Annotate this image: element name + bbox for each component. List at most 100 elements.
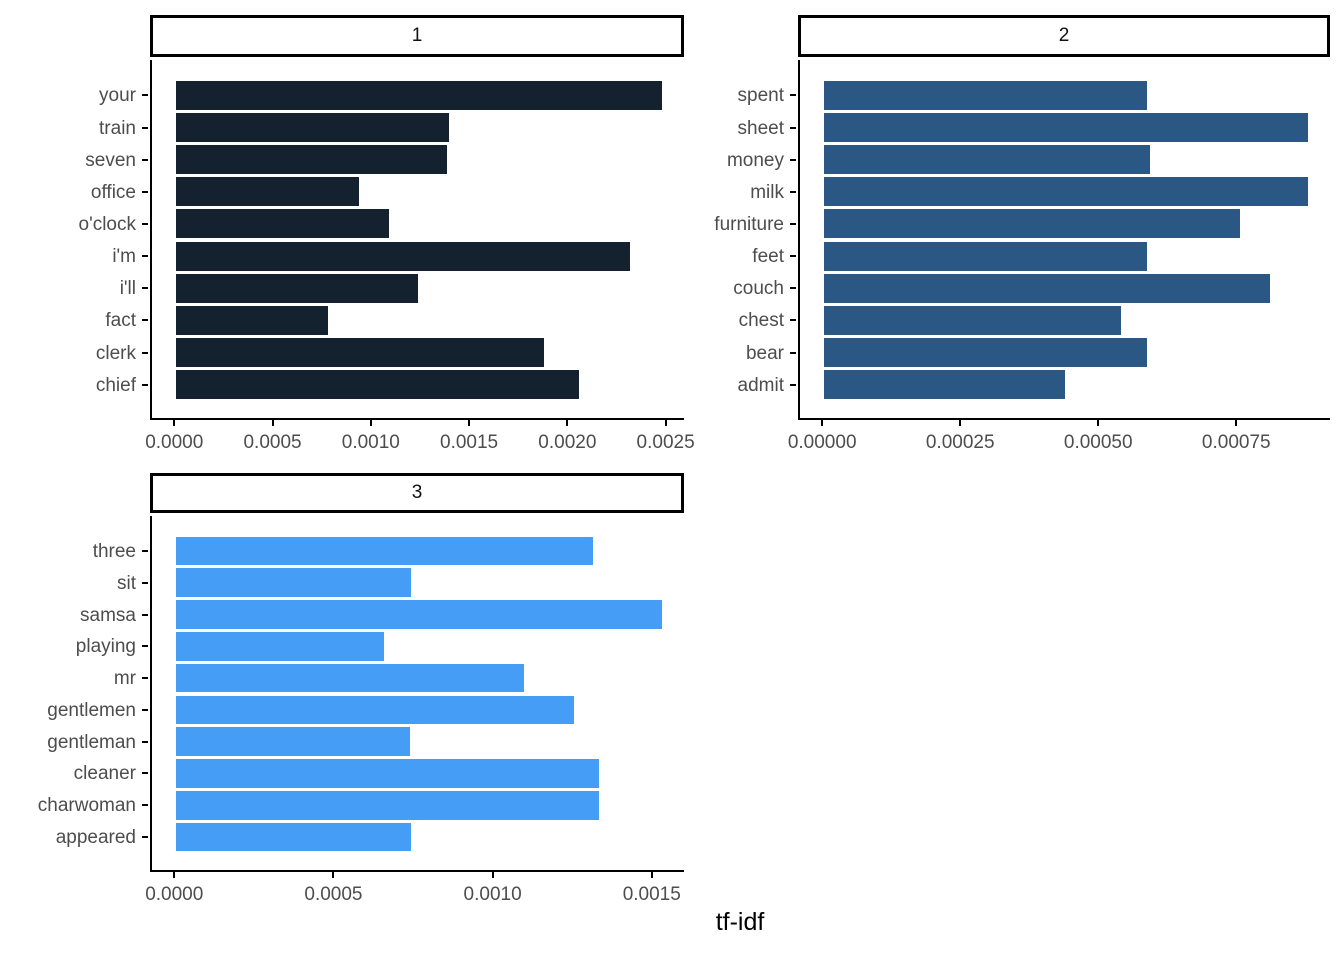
y-tick-label: clerk [95,342,136,364]
y-axis-tick [142,549,148,552]
y-tick-label: mr [113,668,136,690]
bar-gentlemen [176,695,574,725]
y-tick-label: sit [117,572,136,594]
bar-clerk [176,338,544,367]
y-axis-tick [790,383,796,386]
y-tick-label: office [90,181,136,203]
y-axis-tick [142,255,148,258]
bar-spent [824,80,1147,110]
y-axis-tick [142,222,148,225]
y-axis-tick [142,677,148,680]
y-tick-label: gentleman [47,731,136,753]
plot-area [150,516,684,872]
bar-chest [824,305,1122,335]
y-axis-tick [790,94,796,97]
plot-area [798,60,1330,420]
x-axis-tick [271,420,274,426]
bar-playing [176,632,384,661]
bar-fact [176,305,328,335]
bar-i'll [176,273,418,303]
x-axis-title: tf-idf [715,908,765,936]
y-tick-label: chief [95,374,136,396]
y-tick-label: playing [75,636,136,658]
x-tick-label: 0.0015 [622,884,681,905]
y-tick-label: admit [737,374,784,396]
y-axis-tick [142,804,148,807]
x-axis-tick [664,420,667,426]
facet-strip-label: 1 [411,25,423,46]
y-tick-label: money [726,149,784,171]
y-axis-tick [790,351,796,354]
x-tick-label: 0.00025 [925,432,995,453]
bar-samsa [176,600,662,629]
y-axis-tick [142,645,148,648]
bar-furniture [824,209,1240,239]
y-axis-tick [142,287,148,290]
x-axis-tick [468,420,471,426]
x-axis-tick [821,420,824,426]
y-axis-tick [142,319,148,322]
facet-strip: 2 [798,15,1330,57]
bar-your [176,80,662,110]
y-axis-tick [790,287,796,290]
y-tick-label: samsa [80,604,136,626]
facet-strip-label: 3 [411,482,423,503]
x-tick-label: 0.0005 [243,432,302,453]
x-tick-label: 0.00000 [787,432,857,453]
bar-cleaner [176,759,599,788]
y-tick-label: seven [85,149,136,171]
y-tick-label: chest [738,310,784,332]
y-axis-tick [142,772,148,775]
bar-sheet [824,113,1308,142]
plot-area [150,60,684,420]
y-tick-label: milk [750,181,784,203]
y-axis-tick [142,708,148,711]
facet-strip: 3 [150,473,684,513]
bar-chief [176,370,580,400]
y-tick-label: i'm [112,246,136,268]
y-axis-tick [790,319,796,322]
x-axis-tick [173,420,176,426]
y-tick-label: your [99,85,136,107]
y-axis-tick [142,126,148,129]
x-tick-label: 0.0010 [341,432,400,453]
x-axis-tick [491,872,494,878]
bar-gentleman [176,727,411,756]
y-tick-label: gentlemen [47,699,136,721]
bar-money [824,145,1150,175]
bar-appeared [176,822,411,852]
bar-charwoman [176,790,599,820]
x-tick-label: 0.00075 [1201,432,1271,453]
facet-strip: 1 [150,15,684,57]
y-axis-tick [142,581,148,584]
y-axis-tick [142,351,148,354]
y-tick-label: feet [752,246,784,268]
bar-three [176,536,594,566]
y-axis-tick [142,94,148,97]
bar-seven [176,145,448,175]
bar-i'm [176,241,631,271]
y-tick-label: charwoman [37,795,136,817]
y-axis-tick [142,383,148,386]
x-axis-tick [1097,420,1100,426]
x-tick-label: 0.0005 [304,884,363,905]
y-tick-label: three [92,540,136,562]
y-tick-label: fact [105,310,136,332]
y-tick-label: couch [733,278,784,300]
y-axis-tick [790,222,796,225]
bar-admit [824,370,1066,400]
x-axis-tick [1235,420,1238,426]
y-axis-tick [790,190,796,193]
y-tick-label: appeared [55,827,136,849]
x-axis-tick [566,420,569,426]
x-tick-label: 0.00050 [1063,432,1133,453]
x-axis-tick [650,872,653,878]
y-axis-tick [142,836,148,839]
y-axis-tick [142,613,148,616]
bar-bear [824,338,1147,367]
x-tick-label: 0.0025 [636,432,695,453]
y-tick-label: i'll [119,278,136,300]
y-axis-tick [790,255,796,258]
y-tick-label: o'clock [78,213,136,235]
